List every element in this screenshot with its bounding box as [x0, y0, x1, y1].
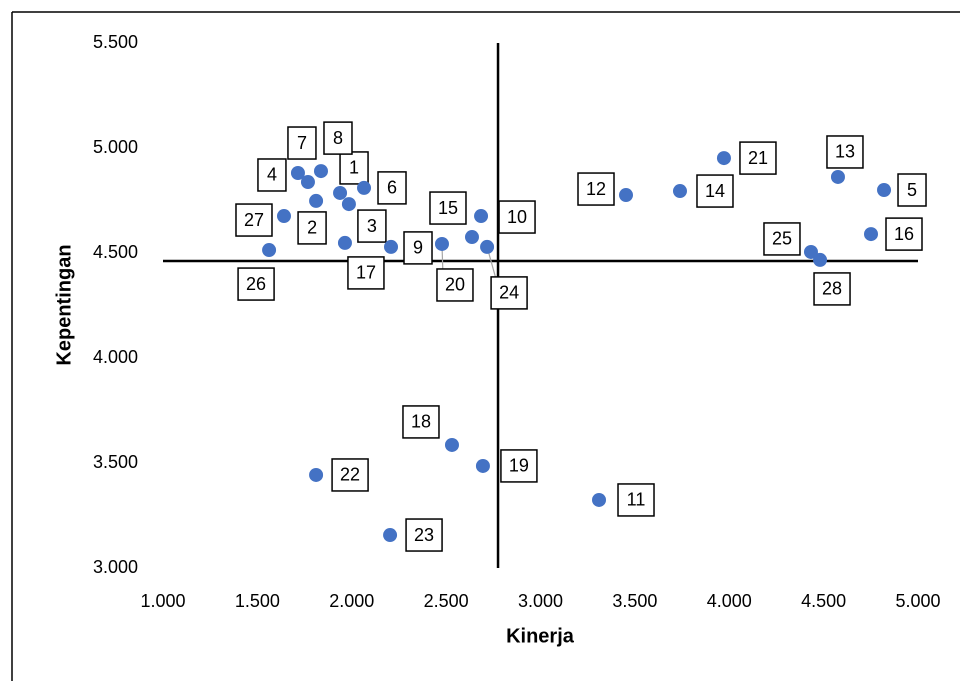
- y-axis-label: Kepentingan: [53, 244, 75, 365]
- data-label: 2: [307, 218, 317, 238]
- data-label: 14: [705, 181, 725, 201]
- data-label: 17: [356, 263, 376, 283]
- point: [474, 209, 488, 223]
- point: [831, 170, 845, 184]
- y-tick-label: 5.500: [93, 32, 138, 52]
- data-label: 1: [349, 158, 359, 178]
- point: [314, 164, 328, 178]
- chart: Kinerja Kepentingan 1.000 1.500 2.000 2.500…: [0, 0, 960, 681]
- point: [465, 230, 479, 244]
- data-label: 24: [499, 283, 519, 303]
- x-tick-label: 1.500: [235, 591, 280, 611]
- data-label: 16: [894, 224, 914, 244]
- data-label: 18: [411, 412, 431, 432]
- x-tick-label: 4.000: [707, 591, 752, 611]
- data-label: 28: [822, 279, 842, 299]
- point: [301, 175, 315, 189]
- point: [435, 237, 449, 251]
- x-tick-label: 4.500: [801, 591, 846, 611]
- point: [592, 493, 606, 507]
- data-label: 27: [244, 210, 264, 230]
- x-tick-label: 3.000: [518, 591, 563, 611]
- data-label: 12: [586, 179, 606, 199]
- data-label: 7: [297, 133, 307, 153]
- data-label: 10: [507, 207, 527, 227]
- data-label: 5: [907, 180, 917, 200]
- data-label: 9: [413, 238, 423, 258]
- point: [338, 236, 352, 250]
- data-label: 11: [627, 490, 646, 510]
- point: [619, 188, 633, 202]
- x-tick-label: 1.000: [140, 591, 185, 611]
- x-tick-label: 5.000: [895, 591, 940, 611]
- data-label: 20: [445, 275, 465, 295]
- point: [383, 528, 397, 542]
- y-tick-label: 4.000: [93, 347, 138, 367]
- point: [309, 194, 323, 208]
- x-tick-label: 2.500: [424, 591, 469, 611]
- x-tick-label: 2.000: [329, 591, 374, 611]
- data-label: 25: [772, 229, 792, 249]
- point: [864, 227, 878, 241]
- point: [476, 459, 490, 473]
- data-label: 21: [748, 148, 768, 168]
- data-label: 23: [414, 525, 434, 545]
- data-label: 4: [267, 165, 277, 185]
- y-tick-label: 3.500: [93, 452, 138, 472]
- data-label: 6: [387, 178, 397, 198]
- point: [480, 240, 494, 254]
- point: [262, 243, 276, 257]
- point: [717, 151, 731, 165]
- data-label: 19: [509, 456, 529, 476]
- data-label: 22: [340, 465, 360, 485]
- point: [333, 186, 347, 200]
- y-tick-label: 5.000: [93, 137, 138, 157]
- point: [342, 197, 356, 211]
- data-label: 8: [333, 128, 343, 148]
- x-axis-label: Kinerja: [506, 625, 575, 647]
- data-label: 3: [367, 216, 377, 236]
- point: [445, 438, 459, 452]
- point: [357, 181, 371, 195]
- point: [309, 468, 323, 482]
- point: [877, 183, 891, 197]
- data-label: 15: [438, 198, 458, 218]
- point: [673, 184, 687, 198]
- y-tick-label: 3.000: [93, 557, 138, 577]
- point: [813, 253, 827, 267]
- point: [384, 240, 398, 254]
- point: [277, 209, 291, 223]
- data-label: 26: [246, 274, 266, 294]
- data-label: 13: [835, 142, 855, 162]
- x-tick-label: 3.500: [612, 591, 657, 611]
- y-tick-label: 4.500: [93, 242, 138, 262]
